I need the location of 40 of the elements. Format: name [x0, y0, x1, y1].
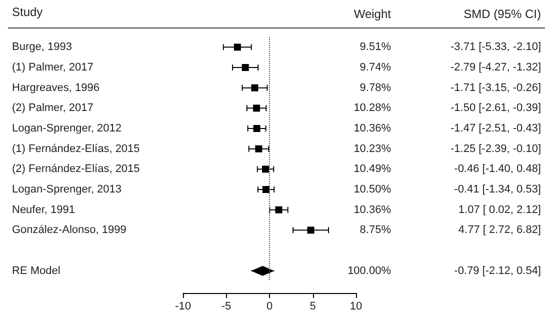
- x-tick-label: 5: [310, 300, 316, 312]
- text: Weight: [354, 7, 392, 21]
- x-tick-label: 10: [350, 300, 362, 312]
- y-tick-label: (2) Palmer, 2017: [12, 102, 94, 114]
- y-tick-label: (1) Fernández-Elías, 2015: [12, 142, 140, 155]
- point: [255, 145, 262, 152]
- y-tick-label: (1) Palmer, 2017: [12, 62, 94, 74]
- text: SMD (95% CI): [464, 7, 542, 21]
- text: 10.36% 1.07 [ 0.02, 2.12]: [354, 204, 541, 216]
- x-tick-label: -5: [221, 300, 232, 312]
- y-tick-label: Burge, 1993: [12, 41, 72, 54]
- y-tick-label: Logan-Sprenger, 2012: [12, 122, 122, 134]
- y-tick-label: Logan-Sprenger, 2013: [12, 184, 122, 196]
- point: [251, 84, 258, 92]
- point: [242, 64, 249, 71]
- text: 10.49% -0.46 [-1.40, 0.48]: [354, 163, 541, 176]
- point: [253, 125, 260, 132]
- y-tick-label: Hargreaves, 1996: [12, 82, 100, 94]
- point: [253, 104, 260, 112]
- y-tick-label: RE Model: [12, 264, 60, 277]
- text: 10.28% -1.50 [-2.61, -0.39]: [354, 102, 541, 114]
- y-tick-label: González-Alonso, 1999: [12, 224, 126, 236]
- text: 8.75% 4.77 [ 2.72, 6.82]: [360, 224, 541, 236]
- text: 9.78% -1.71 [-3.15, -0.26]: [360, 82, 541, 94]
- text: 10.36% -1.47 [-2.51, -0.43]: [354, 122, 541, 134]
- text: 9.51% -3.71 [-5.33, -2.10]: [360, 41, 541, 54]
- point: [307, 226, 314, 234]
- x-tick-label: -10: [175, 300, 191, 312]
- y-tick-label: Neufer, 1991: [12, 204, 75, 216]
- point: [275, 206, 282, 214]
- y-axis-title: Study: [12, 5, 43, 19]
- y-tick-label: (2) Fernández-Elías, 2015: [12, 163, 140, 176]
- point: [262, 186, 270, 193]
- text: 10.23% -1.25 [-2.39, -0.10]: [354, 142, 541, 155]
- text: 10.50% -0.41 [-1.34, 0.53]: [354, 184, 541, 196]
- x-tick-label: 0: [266, 300, 273, 312]
- point: [234, 44, 241, 51]
- point: [262, 166, 270, 173]
- text: 100.00% -0.79 [-2.12, 0.54]: [348, 264, 541, 277]
- text: 9.74% -2.79 [-4.27, -1.32]: [360, 62, 541, 74]
